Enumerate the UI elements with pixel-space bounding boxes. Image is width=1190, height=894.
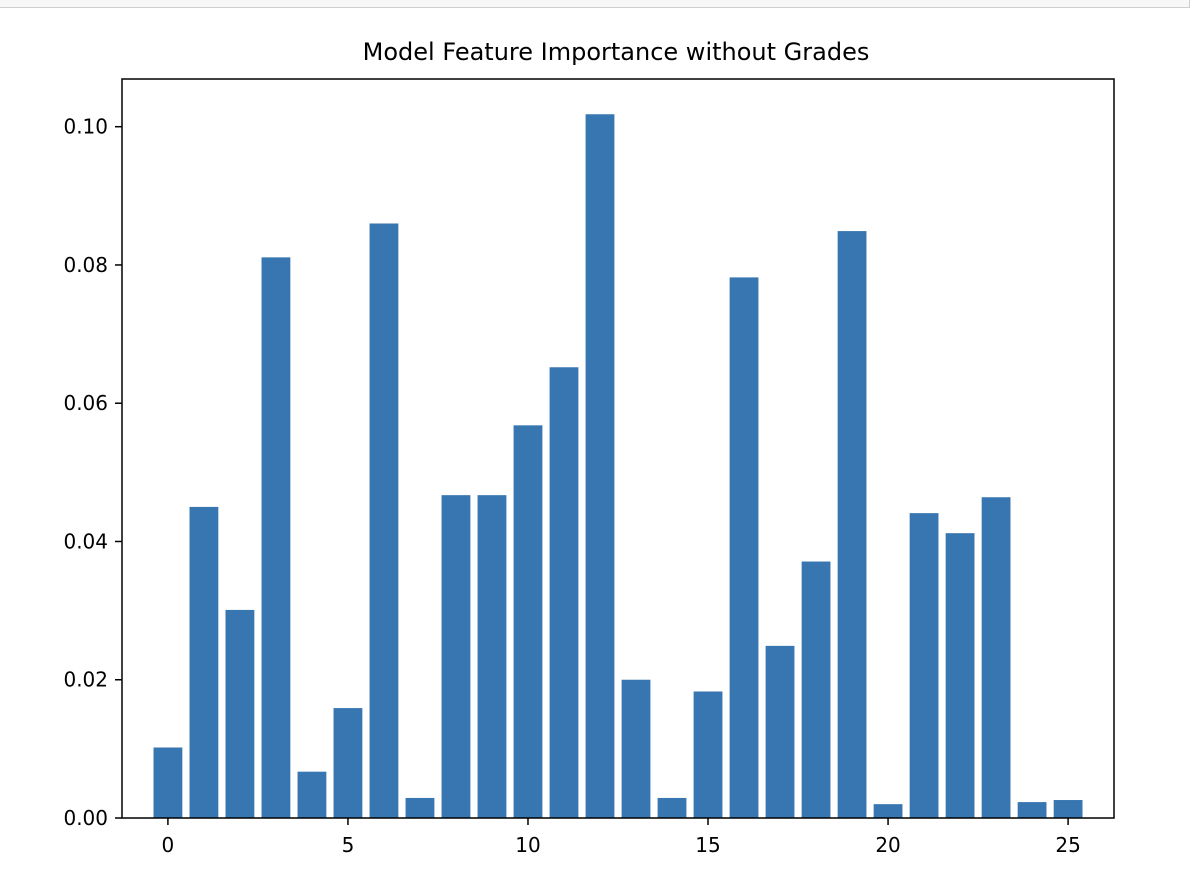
bar-10 xyxy=(513,425,543,818)
bar-1 xyxy=(189,506,219,818)
bar-13 xyxy=(621,679,651,818)
x-tick-label: 10 xyxy=(515,833,540,857)
bar-22 xyxy=(945,533,975,818)
bar-5 xyxy=(333,708,363,818)
y-tick-label: 0.08 xyxy=(63,253,108,277)
plot-area-frame xyxy=(121,78,1115,819)
y-tick-label: 0.04 xyxy=(63,529,108,553)
y-tick-label: 0.06 xyxy=(63,391,108,415)
bar-23 xyxy=(981,497,1011,818)
bar-18 xyxy=(801,561,831,818)
bar-0 xyxy=(153,747,183,818)
bar-3 xyxy=(261,257,291,818)
bar-20 xyxy=(873,804,903,818)
x-tick-label: 25 xyxy=(1055,833,1080,857)
bar-11 xyxy=(549,367,579,818)
y-axis: 0.00 0.02 0.04 0.06 0.08 0.10 xyxy=(63,115,122,830)
bar-16 xyxy=(729,277,759,818)
y-tick-label: 0.10 xyxy=(63,115,108,139)
bar-12 xyxy=(585,114,615,818)
chart-title: Model Feature Importance without Grades xyxy=(363,38,870,66)
bars-group xyxy=(153,114,1083,819)
bar-8 xyxy=(441,495,471,818)
bar-15 xyxy=(693,691,723,818)
x-tick-label: 15 xyxy=(695,833,720,857)
bar-14 xyxy=(657,797,687,818)
x-tick-label: 0 xyxy=(162,833,175,857)
y-tick-label: 0.00 xyxy=(63,806,108,830)
bar-6 xyxy=(369,223,399,819)
bar-17 xyxy=(765,645,795,818)
bar-2 xyxy=(225,609,255,818)
bar-25 xyxy=(1053,800,1083,818)
bar-19 xyxy=(837,231,867,819)
bar-24 xyxy=(1017,802,1047,818)
bar-21 xyxy=(909,513,939,818)
x-tick-label: 20 xyxy=(875,833,900,857)
x-axis: 0 5 10 15 20 25 xyxy=(162,818,1081,857)
y-tick-label: 0.02 xyxy=(63,668,108,692)
bar-4 xyxy=(297,771,327,818)
bar-7 xyxy=(405,797,435,818)
bar-9 xyxy=(477,495,507,818)
x-tick-label: 5 xyxy=(342,833,355,857)
